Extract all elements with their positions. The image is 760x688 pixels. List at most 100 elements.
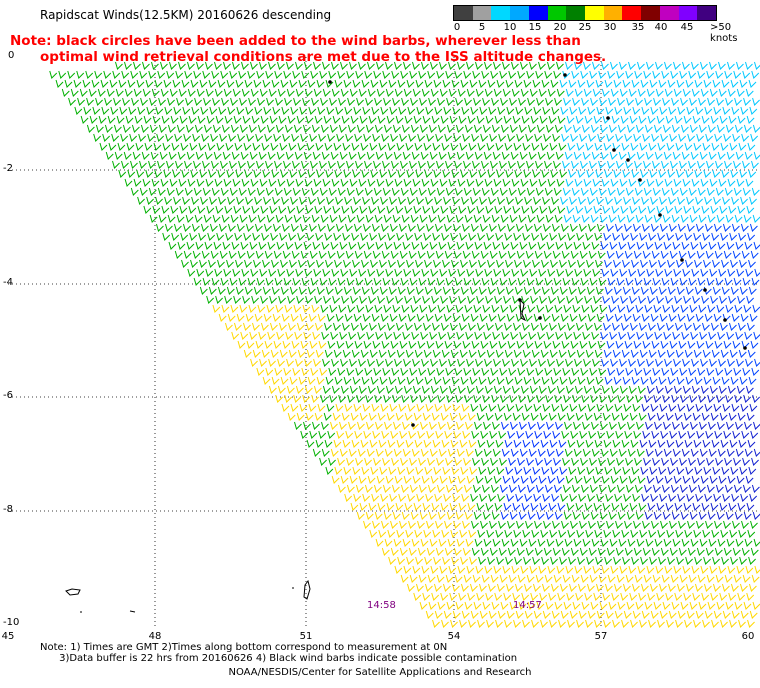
wind-barb [314,205,323,214]
legend-label: 30 [603,22,617,33]
wind-barb [266,124,275,133]
wind-barb [163,79,172,88]
wind-barb [589,484,598,493]
wind-barb [636,538,645,547]
wind-barb [490,367,499,376]
wind-barb [730,259,738,268]
wind-barb [629,205,638,214]
wind-barb [309,340,318,349]
wind-barb [467,502,476,511]
wind-barb [86,97,94,106]
wind-barb [236,313,245,322]
wind-barb [446,304,455,313]
wind-barb [483,241,492,250]
wind-barb [587,610,596,619]
wind-barb [645,448,654,457]
wind-barb [520,178,529,187]
wind-barb [378,439,387,448]
wind-barb [315,142,324,151]
wind-barb [718,268,727,277]
wind-barb [220,70,229,79]
wind-barb [288,142,297,151]
wind-barb [445,367,454,376]
wind-barb [401,304,410,313]
wind-barb [501,538,510,547]
wind-barb [336,250,345,259]
wind-barb [752,214,760,223]
wind-barb [467,295,475,304]
wind-barb [735,151,744,160]
wind-barb [537,241,546,250]
wind-barb [171,142,180,151]
wind-barb [534,250,543,259]
wind-barb [463,457,471,466]
wind-barb [332,322,341,331]
wind-barb [659,610,668,619]
wind-barb [296,205,305,214]
wind-barb [640,583,649,592]
wind-barb [466,178,475,187]
wind-barb [660,340,669,349]
wind-barb [575,295,583,304]
wind-barb [251,205,260,214]
wind-barb [340,385,349,394]
wind-barb [451,466,460,475]
wind-barb [248,214,257,223]
wind-barb [715,160,723,169]
wind-barb [430,358,438,367]
legend-label: 15 [528,22,542,33]
wind-barb [397,376,406,385]
wind-barb [510,421,518,430]
wind-barb [688,367,697,376]
wind-barb [145,79,154,88]
wind-barb [656,322,665,331]
wind-barb [560,313,569,322]
wind-barb [602,322,611,331]
wind-barb [293,214,302,223]
wind-barb [473,304,482,313]
wind-barb [575,592,584,601]
wind-barb [558,142,567,151]
wind-barb [224,295,232,304]
wind-barb [231,331,240,340]
wind-barb [754,268,760,277]
wind-barb [688,484,697,493]
wind-barb [573,151,582,160]
wind-barb [573,538,582,547]
wind-barb [501,421,509,430]
wind-barb [303,151,312,160]
wind-barb [496,466,505,475]
wind-barb [473,601,482,610]
wind-barb [721,259,729,268]
wind-barb [742,160,750,169]
wind-barb [169,61,177,70]
wind-barb [554,97,562,106]
wind-barb [641,610,650,619]
wind-barb [624,133,633,142]
wind-barb [372,133,381,142]
wind-barb [469,79,478,88]
wind-barb [673,268,682,277]
wind-barb [142,88,151,97]
wind-barb [380,403,389,412]
wind-barb [373,367,382,376]
wind-barb [518,394,527,403]
wind-barb [582,421,590,430]
wind-barb [679,277,688,286]
wind-barb [649,79,658,88]
wind-barb [403,358,411,367]
wind-barb [673,178,682,187]
wind-barb [692,412,701,421]
wind-barb [750,430,759,439]
wind-barb [642,520,650,529]
wind-barb [619,178,628,187]
wind-barb [735,538,744,547]
wind-barb [746,502,755,511]
wind-barb [397,259,405,268]
wind-barb [694,286,703,295]
wind-barb [288,232,297,241]
wind-barb [637,565,646,574]
wind-barb [345,250,354,259]
wind-barb [386,322,395,331]
